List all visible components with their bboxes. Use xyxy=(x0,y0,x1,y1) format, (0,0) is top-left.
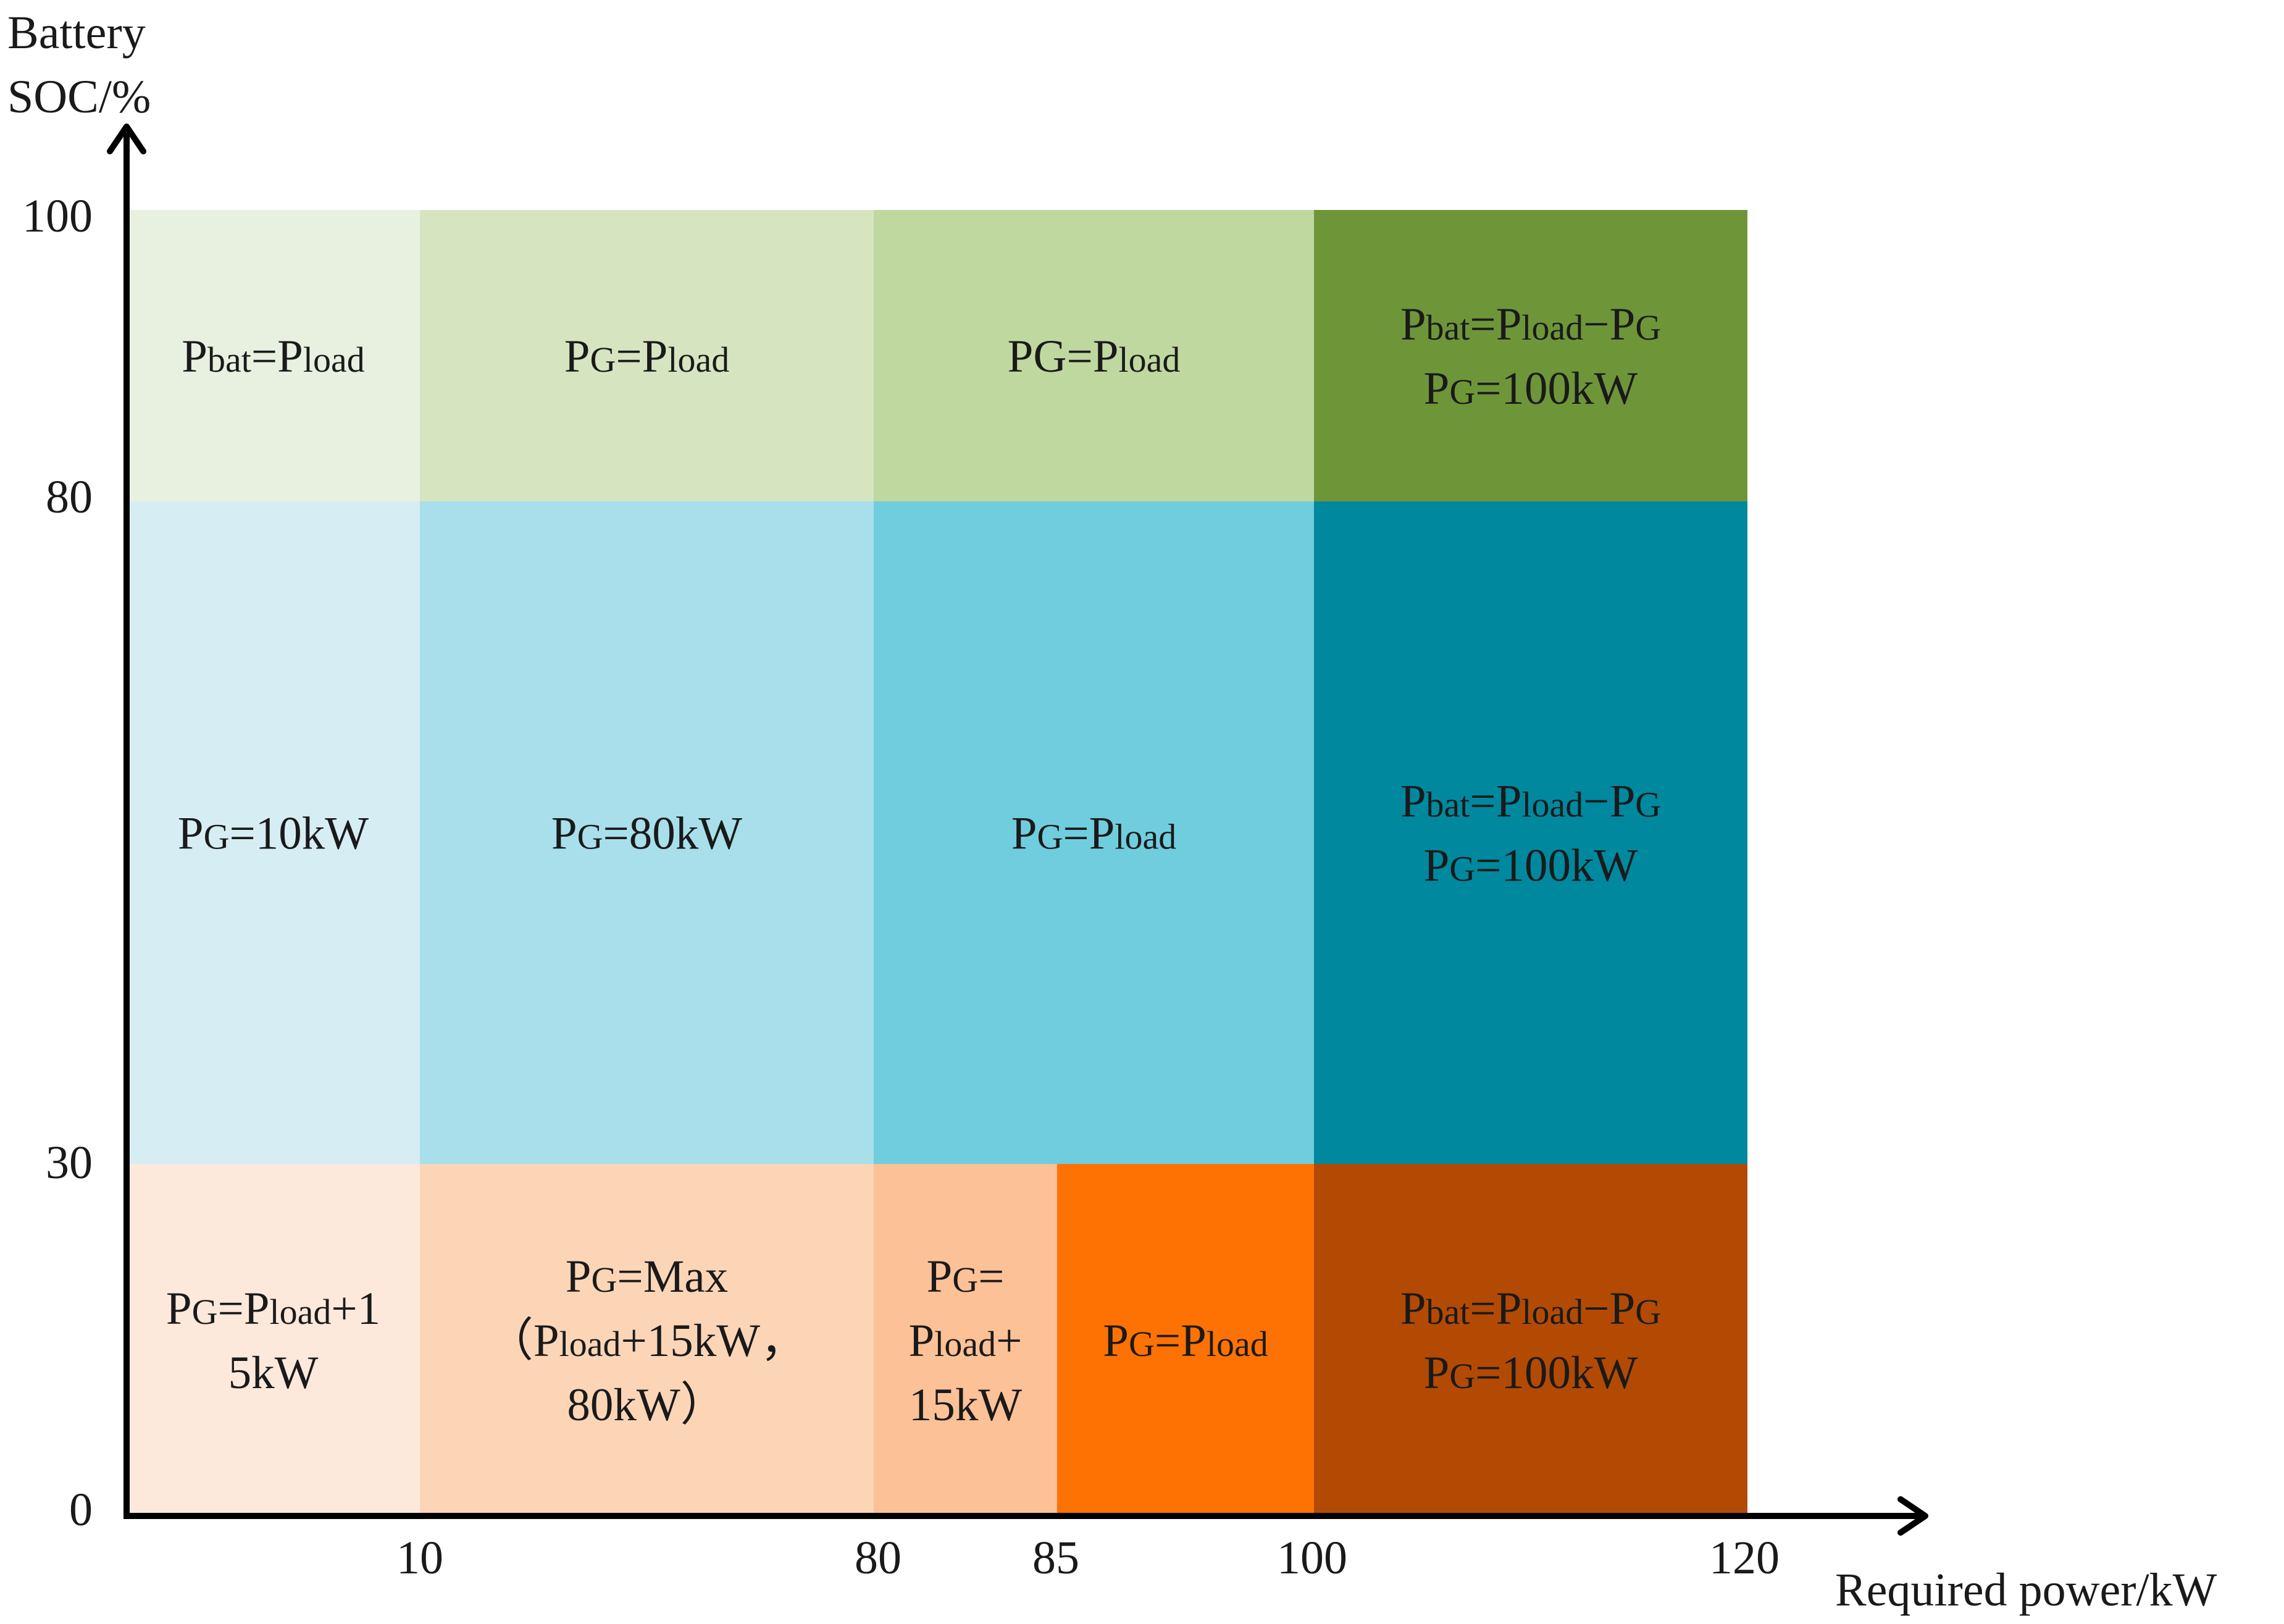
y-tick-label: 0 xyxy=(69,1484,93,1536)
region-high-0-10 xyxy=(127,210,420,501)
y-tick-label: 80 xyxy=(46,471,93,523)
region-label-line: PG=100kW xyxy=(1424,840,1638,892)
region-label-line: 15kW xyxy=(909,1379,1023,1431)
region-label-line: Pbat=Pload xyxy=(182,331,364,382)
region-label-line: PG=10kW xyxy=(178,808,369,860)
region-high-100-120 xyxy=(1314,210,1747,501)
x-tick-label: 10 xyxy=(396,1532,443,1584)
region-mid-80-100 xyxy=(874,501,1314,1164)
region-label-line: PG=100kW xyxy=(1424,363,1638,414)
region-mid-0-10 xyxy=(127,501,420,1164)
x-axis-title: Required power/kW xyxy=(1835,1564,2217,1616)
region-mid-10-80 xyxy=(420,501,874,1164)
y-axis-title-line1: Battery xyxy=(7,7,146,59)
region-label-line: Pload+ xyxy=(909,1315,1023,1367)
region-label-line: 5kW xyxy=(228,1347,319,1399)
region-low-80-85 xyxy=(874,1164,1057,1516)
region-low-100-120 xyxy=(1314,1164,1747,1516)
x-tick-label: 100 xyxy=(1277,1532,1347,1584)
y-tick-label: 30 xyxy=(46,1137,93,1189)
region-label-line: PG=Pload xyxy=(1103,1315,1268,1367)
region-high-80-100 xyxy=(874,210,1314,501)
region-low-0-10 xyxy=(127,1164,420,1516)
region-label-line: PG=Pload xyxy=(1008,331,1181,382)
region-labels-group: Pbat=Pload PG=Pload PG=Pload Pbat=Pload−PG P… xyxy=(166,299,1661,1431)
x-tick-label: 80 xyxy=(855,1532,901,1584)
region-label-line: PG=Pload+1 xyxy=(166,1283,380,1334)
region-low-10-80 xyxy=(420,1164,874,1516)
x-tick-label: 120 xyxy=(1709,1532,1780,1584)
region-label-line: PG=100kW xyxy=(1424,1347,1638,1399)
region-label-line: PG=Pload xyxy=(1011,808,1176,860)
region-label-line: 80kW） xyxy=(567,1379,726,1431)
region-label-line: Pbat=Pload−PG xyxy=(1400,1283,1661,1334)
region-label-line: PG=Max xyxy=(566,1251,728,1302)
regions-group xyxy=(127,210,1747,1516)
region-high-10-80 xyxy=(420,210,874,501)
region-label-line: Pbat=Pload−PG xyxy=(1400,299,1661,350)
y-axis-title-line2: SOC/% xyxy=(7,71,151,123)
region-mid-100-120 xyxy=(1314,501,1747,1164)
region-label-line: Pbat=Pload−PG xyxy=(1400,776,1661,827)
y-tick-label: 100 xyxy=(22,190,93,242)
x-axis-arrowhead xyxy=(1897,1496,1928,1536)
region-label-line: PG= xyxy=(927,1251,1005,1302)
region-label-line: PG=80kW xyxy=(551,808,742,860)
axes xyxy=(107,123,1928,1536)
y-axis-arrowhead xyxy=(107,123,146,154)
region-label-line: PG=Pload xyxy=(564,331,729,382)
region-label-line: （Pload+15kW， xyxy=(487,1315,806,1367)
x-tick-label: 85 xyxy=(1032,1532,1079,1584)
region-low-85-100 xyxy=(1057,1164,1314,1516)
